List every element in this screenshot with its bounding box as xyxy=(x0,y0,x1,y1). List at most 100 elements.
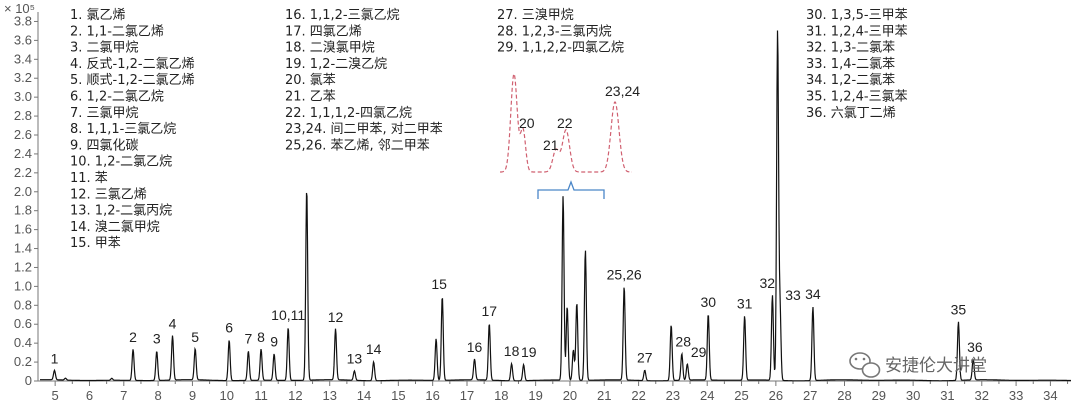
x-tick-label: 24 xyxy=(700,388,714,403)
x-tick-label: 25 xyxy=(734,388,748,403)
peak-label-4: 4 xyxy=(169,316,177,332)
legend-item: 19. 1,2-二溴乙烷 xyxy=(285,57,387,72)
y-tick-label: 3.6 xyxy=(14,32,32,47)
legend-item: 16. 1,1,2-三氯乙烷 xyxy=(285,8,400,23)
peak-label-1: 1 xyxy=(51,351,59,367)
peak-label-15: 15 xyxy=(431,276,447,292)
legend-item: 7. 三氯甲烷 xyxy=(70,106,139,121)
legend-item: 34. 1,2-二氯苯 xyxy=(806,73,895,88)
y-tick-label: 0 xyxy=(25,373,32,388)
legend-item: 32. 1,3-二氯苯 xyxy=(806,41,895,56)
x-tick-label: 22 xyxy=(631,388,645,403)
inset-label-22: 22 xyxy=(557,115,573,131)
legend-item: 4. 反式-1,2-二氯乙烯 xyxy=(70,57,195,72)
legend-item: 33. 1,4-二氯苯 xyxy=(806,57,895,72)
legend-item: 5. 顺式-1,2-二氯乙烯 xyxy=(70,73,195,88)
inset-label-21: 21 xyxy=(543,137,559,153)
legend-item: 9. 四氯化碳 xyxy=(70,138,139,153)
y-tick-label: 2.6 xyxy=(14,127,32,142)
peak-label-8: 8 xyxy=(257,329,265,345)
x-tick-label: 15 xyxy=(391,388,405,403)
peak-label-10-11: 10,11 xyxy=(271,307,305,323)
x-tick-label: 10 xyxy=(220,388,234,403)
legend-item: 22. 1,1,1,2-四氯乙烷 xyxy=(285,106,412,121)
watermark-text: 安捷伦大讲堂 xyxy=(885,356,987,376)
legend-item: 15. 甲苯 xyxy=(70,236,121,251)
legend-item: 11. 苯 xyxy=(70,171,108,186)
y-tick-label: 2.8 xyxy=(14,108,32,123)
peak-label-3: 3 xyxy=(153,331,161,347)
legend-item: 21. 乙苯 xyxy=(285,90,336,105)
y-tick-label: 0.6 xyxy=(14,316,32,331)
peak-label-12: 12 xyxy=(328,309,344,325)
y-tick-label: 0.4 xyxy=(14,335,32,350)
legend-item: 31. 1,2,4-三甲苯 xyxy=(806,24,908,39)
legend-item: 3. 二氯甲烷 xyxy=(70,41,139,56)
y-tick-label: 0.8 xyxy=(14,297,32,312)
peak-label-6: 6 xyxy=(225,319,233,335)
peak-label-7: 7 xyxy=(244,331,252,347)
x-tick-label: 5 xyxy=(52,388,59,403)
x-tick-label: 28 xyxy=(837,388,851,403)
peak-label-33: 33 xyxy=(785,287,801,303)
y-tick-label: 0.2 xyxy=(14,354,32,369)
legend-item: 2. 1,1-二氯乙烯 xyxy=(70,24,164,39)
x-tick-label: 9 xyxy=(189,388,196,403)
y-tick-label: 2.2 xyxy=(14,165,32,180)
inset-label-23-24: 23,24 xyxy=(605,83,640,99)
legend-item: 10. 1,2-二氯乙烷 xyxy=(70,155,172,170)
legend-item: 30. 1,3,5-三甲苯 xyxy=(806,8,908,23)
y-axis-multiplier: × 10⁵ xyxy=(4,1,35,16)
peak-label-16: 16 xyxy=(467,339,483,355)
x-tick-label: 23 xyxy=(666,388,680,403)
peak-label-32: 32 xyxy=(759,275,775,291)
wechat-icon xyxy=(849,352,881,378)
x-tick-label: 13 xyxy=(322,388,336,403)
peak-label-14: 14 xyxy=(366,341,382,357)
legend-item: 20. 氯苯 xyxy=(285,73,336,88)
peak-label-34: 34 xyxy=(805,286,821,302)
peak-label-35: 35 xyxy=(951,301,967,317)
x-tick-label: 21 xyxy=(597,388,611,403)
y-tick-label: 1.0 xyxy=(14,278,32,293)
y-tick-label: 3.4 xyxy=(14,51,32,66)
x-tick-label: 20 xyxy=(563,388,577,403)
x-tick-label: 6 xyxy=(86,388,93,403)
y-tick-label: 3.8 xyxy=(14,13,32,28)
legend-item: 29. 1,1,2,2-四氯乙烷 xyxy=(497,41,624,56)
x-tick-label: 31 xyxy=(940,388,954,403)
x-tick-label: 33 xyxy=(1009,388,1023,403)
legend-item: 17. 四氯乙烯 xyxy=(285,24,362,39)
legend-item: 36. 六氯丁二烯 xyxy=(806,106,896,121)
y-tick-label: 2.0 xyxy=(14,184,32,199)
legend-item: 6. 1,2-二氯乙烷 xyxy=(70,90,164,105)
y-tick-label: 1.4 xyxy=(14,241,32,256)
x-tick-label: 34 xyxy=(1043,388,1057,403)
peak-label-29: 29 xyxy=(691,344,707,360)
legend-item: 28. 1,2,3-三氯丙烷 xyxy=(497,24,612,39)
zoom-inset: 20 21 22 23,24 xyxy=(500,72,640,199)
legend-item: 23,24. 间二甲苯, 对二甲苯 xyxy=(285,122,443,137)
y-tick-label: 1.8 xyxy=(14,203,32,218)
y-tick-label: 1.2 xyxy=(14,259,32,274)
legend-item: 18. 二溴氯甲烷 xyxy=(285,41,375,56)
x-tick-label: 11 xyxy=(254,388,268,403)
legend-item: 35. 1,2,4-三氯苯 xyxy=(806,90,908,105)
inset-trace xyxy=(500,72,632,173)
inset-bracket xyxy=(537,180,605,199)
x-tick-label: 17 xyxy=(460,388,474,403)
legend-item: 14. 溴二氯甲烷 xyxy=(70,220,160,235)
x-tick-label: 26 xyxy=(769,388,783,403)
watermark: 安捷伦大讲堂 xyxy=(849,352,987,378)
x-tick-label: 27 xyxy=(803,388,817,403)
peak-label-19: 19 xyxy=(521,344,537,360)
peak-label-5: 5 xyxy=(191,329,199,345)
x-tick-label: 14 xyxy=(357,388,371,403)
x-tick-label: 30 xyxy=(906,388,920,403)
legend-item: 27. 三溴甲烷 xyxy=(497,8,574,23)
x-tick-label: 19 xyxy=(528,388,542,403)
peak-label-17: 17 xyxy=(482,303,498,319)
x-axis: 5 6 7 8 9 10 11 12 13 14 15 16 17 18 19 20 21 22 23 24 25 26 2… xyxy=(38,380,1071,403)
